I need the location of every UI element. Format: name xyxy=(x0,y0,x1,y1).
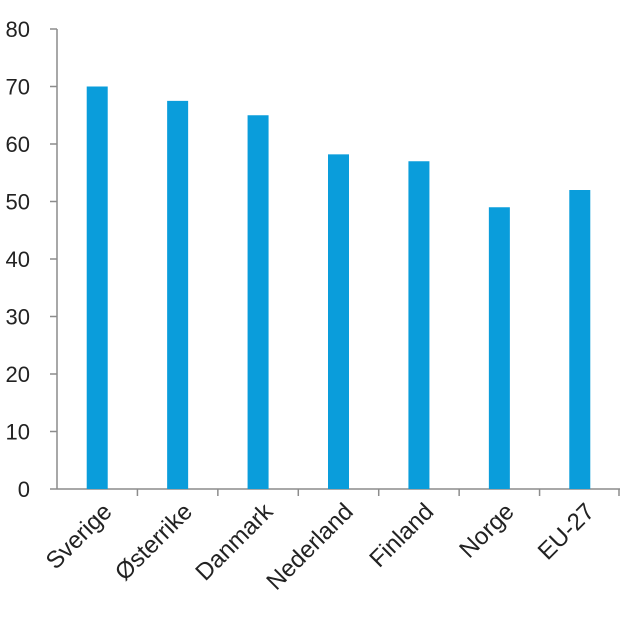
y-tick-label: 60 xyxy=(6,132,30,157)
y-tick-label: 50 xyxy=(6,190,30,215)
category-label: EU-27 xyxy=(533,498,600,565)
category-label: Østerrike xyxy=(110,498,198,586)
y-tick-label: 70 xyxy=(6,75,30,100)
bar-sverige xyxy=(86,86,108,489)
y-tick-label: 30 xyxy=(6,305,30,330)
bar-finland xyxy=(408,161,430,489)
category-label: Finland xyxy=(364,498,439,573)
category-label: Norge xyxy=(454,498,519,563)
x-axis-ticks xyxy=(136,489,620,496)
y-tick-label: 10 xyxy=(6,420,30,445)
bar-danmark xyxy=(247,115,269,489)
bar-series xyxy=(86,86,591,489)
bar-nederland xyxy=(328,154,349,489)
y-tick-label: 20 xyxy=(6,362,30,387)
bar-norge xyxy=(488,207,510,489)
y-axis-ticks: 0 10 20 30 40 50 60 70 80 xyxy=(6,17,57,502)
bar-eu-27 xyxy=(569,190,591,489)
y-tick-label: 80 xyxy=(6,17,30,42)
category-label: Nederland xyxy=(261,498,358,595)
category-label: Sverige xyxy=(41,498,118,575)
bar-østerrike xyxy=(167,100,189,489)
y-tick-label: 40 xyxy=(6,247,30,272)
y-tick-label: 0 xyxy=(18,477,30,502)
